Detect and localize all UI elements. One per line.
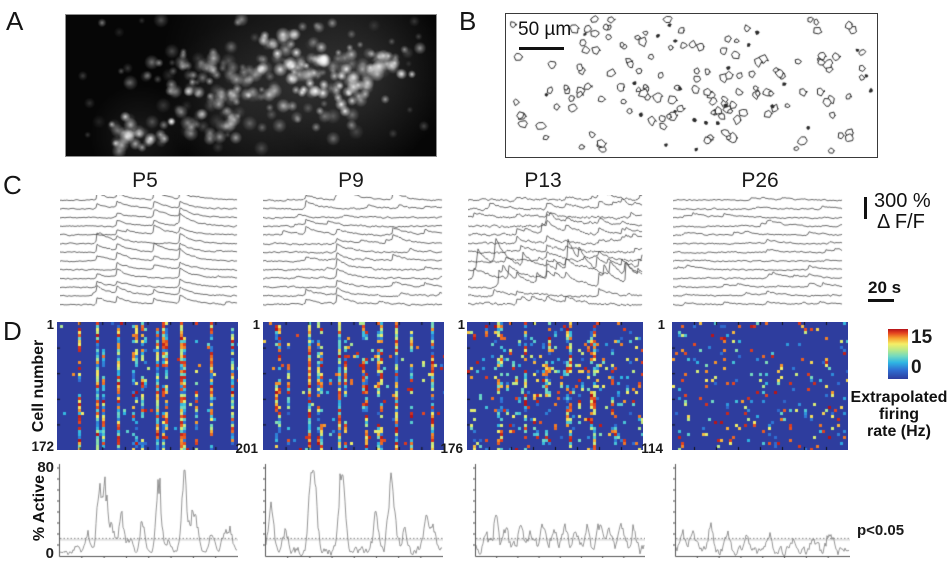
active-canvas-p13 <box>473 462 645 558</box>
colorbar-caption-line1: Extrapolated <box>850 389 948 406</box>
active-ymax-label: 80 <box>37 459 54 476</box>
heatmap-canvas-p5 <box>57 322 238 450</box>
panel-a-label: A <box>6 6 24 36</box>
firing-rate-colorbar <box>888 329 908 379</box>
active-canvas-p26 <box>673 462 850 558</box>
rowlabel-top-p5: 1 <box>46 317 54 332</box>
colorbar-caption-line2: firing <box>879 406 919 423</box>
rowlabel-top-p13: 1 <box>457 317 465 332</box>
colorbar-max-label: 15 <box>911 327 933 348</box>
rowlabel-top-p26: 1 <box>657 317 665 332</box>
active-canvas-p9 <box>263 462 443 558</box>
active-axis-label: % Active <box>31 474 48 542</box>
panel-d-label: D <box>3 316 22 346</box>
rowlabel-top-p9: 1 <box>252 317 260 332</box>
panel-b-scalebar-label: 50 µm <box>518 19 572 40</box>
panel-b-contour-map: 50 µm <box>505 13 878 158</box>
traces-canvas-p5 <box>60 195 238 308</box>
time-scale-label: 20 s <box>868 278 902 297</box>
panel-a-micrograph-canvas <box>65 14 437 157</box>
colorbar-min-label: 0 <box>911 357 922 378</box>
age-header-p26: P26 <box>741 169 779 192</box>
traces-canvas-p13 <box>468 195 643 308</box>
time-scalebar <box>868 299 894 302</box>
age-header-p5: P5 <box>132 169 158 192</box>
age-header-p13: P13 <box>524 169 562 192</box>
panel-b-scalebar <box>519 47 564 50</box>
rowlabel-bottom-p13: 176 <box>440 441 463 456</box>
heatmap-canvas-p13 <box>467 322 643 450</box>
heatmap-canvas-p9 <box>263 322 444 450</box>
age-header-p9: P9 <box>338 169 364 192</box>
active-canvas-p5 <box>57 462 238 558</box>
dff-scale-unit: Δ F/F <box>877 211 925 233</box>
panel-c-label: C <box>3 170 22 200</box>
cell-number-axis-label: Cell number <box>30 339 47 433</box>
panel-b-contours-canvas <box>506 14 877 157</box>
colorbar-caption-line3: rate (Hz) <box>866 423 931 440</box>
significance-label: p<0.05 <box>857 522 905 539</box>
dff-scalebar <box>864 197 867 219</box>
rowlabel-bottom-p9: 201 <box>235 441 258 456</box>
heatmap-canvas-p26 <box>672 322 848 450</box>
traces-canvas-p9 <box>263 195 443 308</box>
traces-canvas-p26 <box>673 195 843 308</box>
rowlabel-bottom-p26: 114 <box>641 441 663 456</box>
panel-b-label: B <box>459 6 477 36</box>
dff-scale-value: 300 % <box>874 190 931 212</box>
rowlabel-bottom-p5: 172 <box>31 439 54 454</box>
active-ymin-label: 0 <box>45 545 54 562</box>
